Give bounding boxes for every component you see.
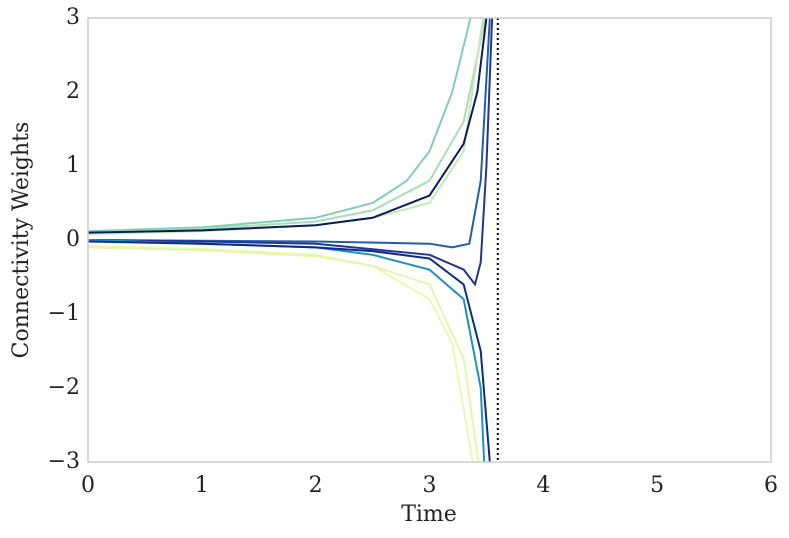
x-tick-label: 3: [423, 473, 437, 498]
series-line: [88, 239, 486, 462]
x-tick-label: 0: [81, 473, 95, 498]
series-line: [88, 18, 488, 234]
series-line: [88, 244, 474, 462]
series-line: [88, 18, 491, 249]
y-tick-label: 1: [66, 153, 80, 178]
x-tick-label: 2: [309, 473, 323, 498]
y-tick-label: 0: [66, 227, 80, 252]
y-tick-label: −2: [48, 375, 80, 400]
plot-frame: [87, 17, 772, 463]
series-line: [88, 18, 472, 233]
plot-area: [88, 18, 494, 462]
y-tick-label: 3: [66, 5, 80, 30]
y-tick-label: −3: [48, 449, 80, 474]
y-axis-label: Connectivity Weights: [9, 122, 34, 359]
x-tick-label: 4: [536, 473, 550, 498]
x-tick-label: 5: [650, 473, 664, 498]
x-tick-label: 6: [764, 473, 778, 498]
series-line: [88, 246, 480, 462]
y-tick-label: −1: [48, 301, 80, 326]
series-line: [88, 18, 484, 236]
x-axis-label: Time: [401, 502, 457, 527]
series-line: [88, 18, 494, 287]
y-tick-label: 2: [66, 79, 80, 104]
x-tick-label: 1: [195, 473, 209, 498]
series-line: [88, 18, 487, 234]
series-line: [88, 240, 491, 462]
